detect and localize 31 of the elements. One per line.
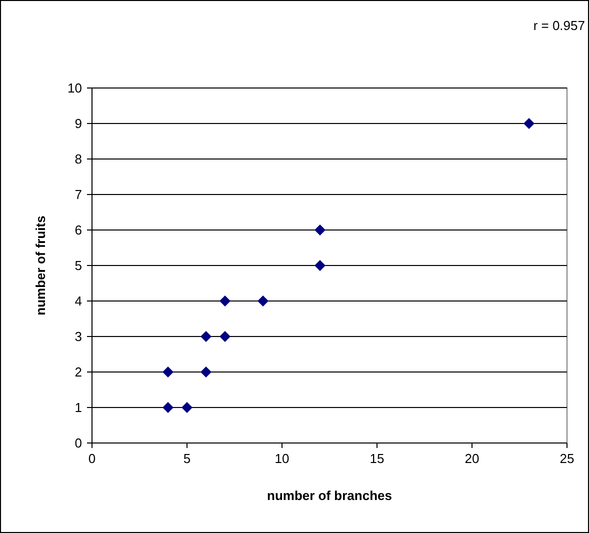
point xyxy=(162,402,174,413)
x-tick-label: 5 xyxy=(183,451,191,466)
x-tick-label: 15 xyxy=(370,451,384,466)
point xyxy=(258,296,268,306)
point xyxy=(200,331,212,342)
x-tick-label: 25 xyxy=(560,451,574,466)
point xyxy=(220,296,230,306)
point xyxy=(162,366,174,378)
y-tick-label: 3 xyxy=(74,329,82,344)
x-axis-title: number of branches xyxy=(267,488,392,503)
text: r = 0.957 xyxy=(533,18,585,33)
point xyxy=(314,260,326,271)
y-axis-title: number of fruits xyxy=(33,216,48,316)
y-tick-label: 2 xyxy=(74,364,82,380)
y-tick-label: 9 xyxy=(74,116,82,131)
y-tick-label: 0 xyxy=(74,436,82,450)
point xyxy=(182,402,192,413)
y-tick-label: 8 xyxy=(74,152,82,166)
point xyxy=(524,118,534,129)
y-tick-label: 6 xyxy=(74,222,82,238)
x-tick-label: 20 xyxy=(464,451,480,466)
point xyxy=(220,331,230,342)
y-tick-label: 1 xyxy=(74,400,82,415)
y-tick-label: 10 xyxy=(68,80,82,96)
y-tick-label: 7 xyxy=(74,187,82,202)
y-tick-label: 4 xyxy=(74,294,82,308)
x-tick-label: 10 xyxy=(274,451,290,466)
x-tick-label: 0 xyxy=(88,451,96,466)
point xyxy=(314,224,326,236)
point xyxy=(200,366,212,378)
y-tick-label: 5 xyxy=(74,258,82,273)
